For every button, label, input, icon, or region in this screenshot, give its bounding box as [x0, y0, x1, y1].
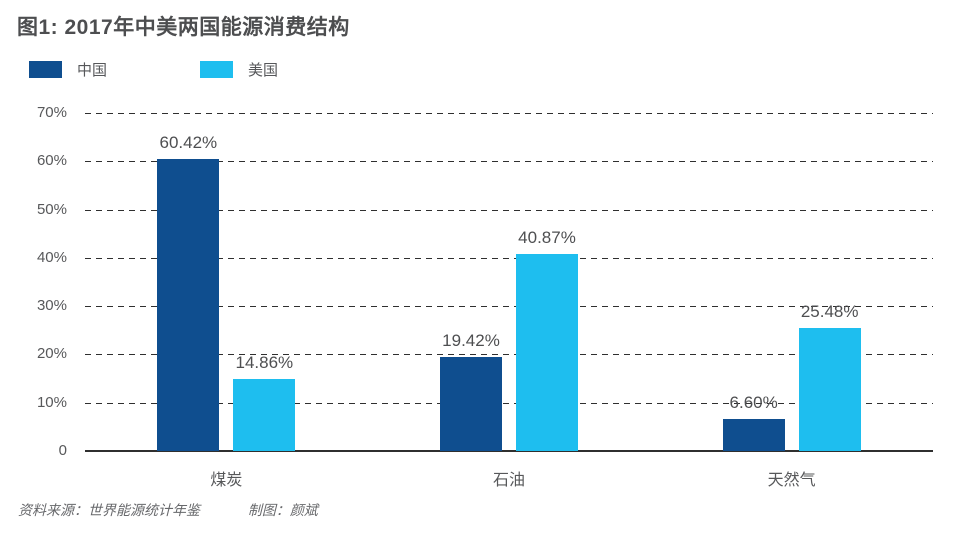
bar-value-label-usa-gas: 25.48% — [800, 301, 859, 321]
bar-value-label-china-gas: 6.60% — [729, 393, 778, 413]
gridline-20 — [85, 354, 933, 356]
x-axis-label-gas: 天然气 — [767, 472, 816, 489]
gridline-40 — [85, 257, 933, 259]
y-axis-tick-label-40: 40% — [36, 248, 67, 266]
x-axis-baseline — [85, 450, 933, 452]
gridline-50 — [85, 209, 933, 211]
bar-value-label-china-coal: 60.42% — [159, 133, 218, 153]
x-axis-label-coal: 煤炭 — [210, 472, 243, 489]
chart-title: 图1: 2017年中美两国能源消费结构 — [17, 16, 350, 39]
gridline-30 — [85, 306, 933, 308]
y-axis-tick-label-60: 60% — [36, 152, 67, 170]
bar-china-coal — [157, 159, 220, 451]
source-note: 资料来源：世界能源统计年鉴 制图：颜斌 — [18, 500, 318, 520]
y-axis-tick-label-0: 0 — [58, 442, 67, 459]
bar-value-label-china-oil: 19.42% — [442, 331, 500, 351]
gridline-10 — [85, 402, 933, 404]
bar-usa-oil — [516, 253, 578, 451]
legend-item-usa: 美国 — [200, 60, 279, 79]
x-axis-label-oil: 石油 — [492, 472, 525, 489]
china-color-swatch — [29, 60, 62, 78]
y-axis-tick-label-10: 10% — [36, 393, 67, 411]
legend-label-usa: 美国 — [248, 61, 279, 79]
legend-item-china: 中国 — [29, 60, 108, 79]
gridline-60 — [85, 161, 933, 163]
bar-value-label-usa-coal: 14.86% — [235, 353, 294, 373]
y-axis-tick-label-30: 30% — [36, 297, 67, 315]
gridline-70 — [85, 113, 933, 114]
bar-usa-coal — [233, 379, 296, 451]
y-axis-tick-label-70: 70% — [36, 104, 67, 121]
usa-color-swatch — [200, 60, 233, 78]
y-axis-tick-label-50: 50% — [36, 200, 67, 218]
bar-usa-gas — [798, 327, 861, 451]
source-text: 资料来源：世界能源统计年鉴 — [18, 502, 200, 518]
bar-china-gas — [722, 419, 785, 451]
credit-text: 制图：颜斌 — [247, 502, 318, 518]
bar-china-oil — [440, 357, 502, 451]
legend-label-china: 中国 — [77, 61, 108, 79]
bar-value-label-usa-oil: 40.87% — [518, 227, 576, 247]
y-axis-tick-label-20: 20% — [36, 345, 67, 363]
